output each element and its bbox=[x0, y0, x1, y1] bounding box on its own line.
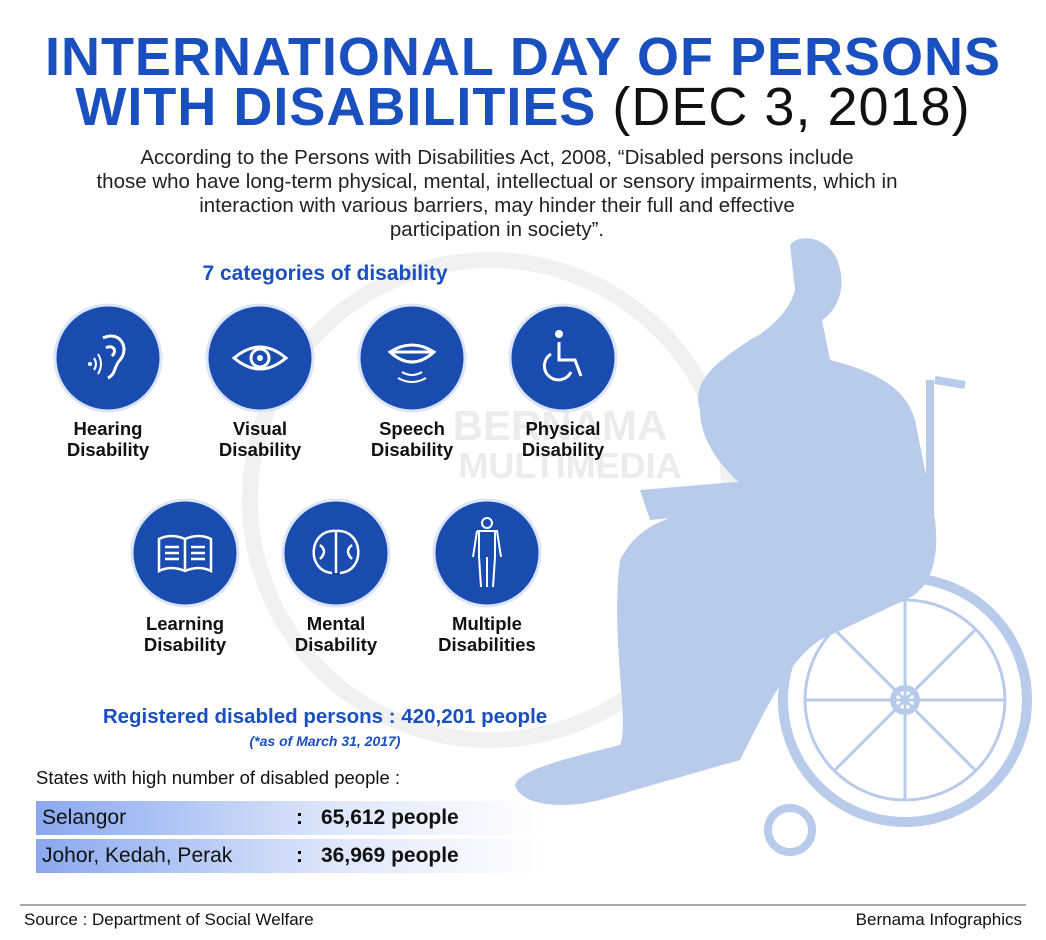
state-row: Johor, Kedah, Perak:36,969 people bbox=[36, 839, 546, 873]
title: WITH DISABILITIES (DEC 3, 2018) bbox=[0, 80, 1046, 134]
state-name: Selangor bbox=[42, 806, 127, 829]
registered-note: (*as of March 31, 2017) bbox=[249, 733, 401, 749]
state-name: Johor, Kedah, Perak bbox=[42, 844, 233, 867]
state-count: 65,612 people bbox=[321, 806, 459, 829]
intro: According to the Persons with Disabiliti… bbox=[0, 146, 994, 242]
registered: Registered disabled persons : 420,201 pe… bbox=[102, 705, 548, 728]
category-label: Speech Disability bbox=[370, 418, 454, 460]
category-icon bbox=[432, 498, 542, 608]
watermark: MULTIMEDIA bbox=[458, 445, 681, 486]
category-label: Learning Disability bbox=[143, 613, 227, 655]
intro-line: participation in society”. bbox=[389, 218, 605, 241]
category bbox=[52, 302, 164, 414]
category bbox=[280, 497, 392, 609]
category bbox=[507, 302, 619, 414]
credit: Bernama Infographics bbox=[855, 910, 1022, 929]
category bbox=[356, 302, 468, 414]
category bbox=[204, 302, 316, 414]
intro-line: According to the Persons with Disabiliti… bbox=[140, 146, 854, 169]
category-label: Visual Disability bbox=[218, 418, 302, 460]
category-label: Hearing Disability bbox=[66, 418, 150, 460]
category bbox=[431, 497, 543, 609]
wheelchair-silhouette bbox=[515, 238, 937, 806]
intro-line: those who have long-term physical, menta… bbox=[96, 170, 898, 193]
separator: : bbox=[296, 806, 303, 829]
category-icon bbox=[205, 303, 315, 413]
state-row: Selangor:65,612 people bbox=[36, 801, 546, 835]
date: (DEC 3, 2018) bbox=[612, 77, 971, 137]
title: WITH DISABILITIES bbox=[75, 77, 597, 137]
category-icon bbox=[130, 498, 240, 608]
separator: : bbox=[296, 844, 303, 867]
intro-line: interaction with various barriers, may h… bbox=[199, 194, 795, 217]
state-count: 36,969 people bbox=[321, 844, 459, 867]
source: Source : Department of Social Welfare bbox=[24, 910, 314, 929]
category-icon bbox=[357, 303, 467, 413]
category bbox=[129, 497, 241, 609]
category-icon bbox=[508, 303, 618, 413]
category-label: Mental Disability bbox=[294, 613, 378, 655]
title: INTERNATIONAL DAY OF PERSONS bbox=[44, 27, 1002, 87]
category-icon bbox=[281, 498, 391, 608]
categories-heading: 7 categories of disability bbox=[202, 262, 448, 285]
wheelchair-wheels bbox=[764, 376, 1032, 856]
category-icon bbox=[53, 303, 163, 413]
states-heading: States with high number of disabled peop… bbox=[36, 767, 401, 788]
category-label: Physical Disability bbox=[521, 418, 605, 460]
category-label: Multiple Disabilities bbox=[438, 613, 536, 655]
